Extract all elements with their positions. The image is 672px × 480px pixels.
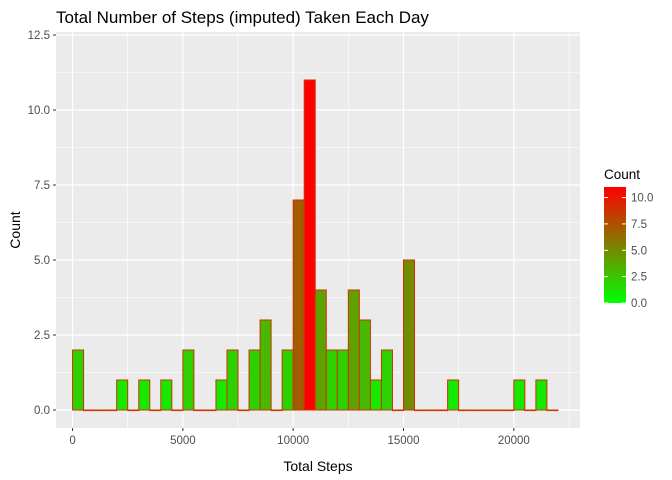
- histogram-bar: [391, 409, 404, 412]
- x-tick-label: 10000: [277, 435, 309, 447]
- histogram-bar: [281, 349, 294, 411]
- histogram-bar: [182, 349, 195, 411]
- y-tick-label: 2.5: [34, 330, 50, 342]
- legend-tick-label: 7.5: [631, 219, 647, 231]
- x-tick-label: 20000: [498, 435, 530, 447]
- legend-color-bar: [604, 187, 626, 303]
- histogram-bar: [402, 259, 416, 411]
- histogram-bar: [524, 409, 537, 412]
- histogram-bar: [358, 319, 371, 411]
- legend-title: Count: [604, 167, 640, 182]
- histogram-bar: [436, 409, 449, 412]
- histogram-bar: [259, 319, 272, 411]
- histogram-bar: [116, 379, 129, 411]
- histogram-bar: [204, 409, 217, 412]
- histogram-bar: [248, 349, 261, 411]
- histogram-bar: [480, 409, 493, 412]
- histogram-bar: [314, 289, 327, 411]
- histogram-bar: [546, 409, 559, 412]
- y-axis-title: Count: [7, 211, 23, 248]
- x-axis-title: Total Steps: [283, 458, 352, 474]
- histogram-bar: [270, 409, 283, 412]
- histogram-bar: [160, 379, 173, 411]
- histogram-bar: [72, 349, 85, 411]
- chart-title: Total Number of Steps (imputed) Taken Ea…: [56, 8, 429, 27]
- y-tick-label: 12.5: [28, 30, 50, 42]
- histogram-bar: [414, 409, 427, 412]
- histogram-bars: [72, 79, 559, 412]
- y-axis: 0.0 2.5 5.0 7.5 10.0 12.5: [28, 30, 56, 417]
- legend-tick-label: 10.0: [631, 193, 653, 205]
- histogram-bar: [502, 409, 515, 412]
- histogram-bar: [380, 349, 393, 411]
- histogram-bar: [127, 409, 140, 412]
- histogram-bar: [491, 409, 504, 412]
- legend-ticks: 0.0 2.5 5.0 7.5 10.0: [604, 193, 653, 310]
- histogram-bar: [94, 409, 107, 412]
- histogram-bar: [303, 79, 316, 411]
- histogram-bar: [138, 379, 151, 411]
- y-tick-label: 10.0: [28, 105, 50, 117]
- histogram-bar: [149, 409, 162, 412]
- histogram-bar: [325, 349, 338, 411]
- histogram-bar: [469, 409, 482, 412]
- histogram-bar: [336, 349, 349, 411]
- histogram-bar: [447, 379, 460, 411]
- histogram-bar: [347, 289, 360, 411]
- histogram-bar: [535, 379, 548, 411]
- histogram-bar: [369, 379, 382, 411]
- histogram-bar: [458, 409, 471, 412]
- y-tick-label: 7.5: [34, 180, 50, 192]
- histogram-bar: [171, 409, 184, 412]
- histogram-bar: [292, 199, 305, 411]
- y-tick-label: 5.0: [34, 255, 50, 267]
- histogram-bar: [513, 379, 526, 411]
- histogram-bar: [83, 409, 96, 412]
- legend-tick-label: 5.0: [631, 245, 647, 257]
- color-legend: Count 0.0 2.5 5.0 7.5 10.0: [604, 167, 653, 310]
- y-tick-label: 0.0: [34, 405, 50, 417]
- histogram-bar: [226, 349, 239, 411]
- x-tick-label: 5000: [170, 435, 196, 447]
- x-axis: 0 5000 10000 15000 20000: [69, 428, 530, 447]
- histogram-bar: [193, 409, 206, 412]
- legend-tick-label: 0.0: [631, 298, 647, 310]
- x-tick-label: 15000: [388, 435, 420, 447]
- x-tick-label: 0: [69, 435, 75, 447]
- histogram-bar: [105, 409, 118, 412]
- legend-tick-label: 2.5: [631, 272, 647, 284]
- histogram-bar: [215, 379, 228, 411]
- histogram-bar: [425, 409, 438, 412]
- histogram-bar: [237, 409, 250, 412]
